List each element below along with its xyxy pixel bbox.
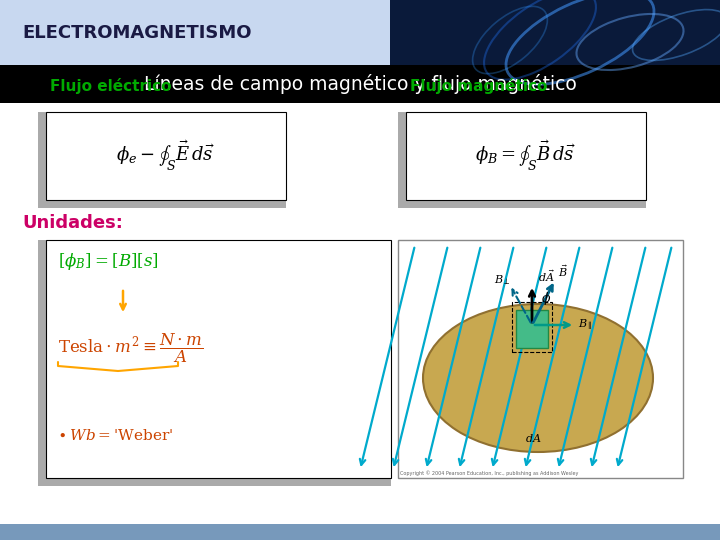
Bar — [406, 112, 646, 200]
Text: Flujo magnético: Flujo magnético — [410, 78, 547, 94]
Text: $\phi$: $\phi$ — [541, 290, 552, 307]
Bar — [512, 302, 552, 352]
Text: Copyright © 2004 Pearson Education, Inc., publishing as Addison Wesley: Copyright © 2004 Pearson Education, Inc.… — [400, 470, 578, 476]
Text: $[\phi_B] = [B][s]$: $[\phi_B] = [B][s]$ — [58, 252, 158, 273]
Text: $B_\parallel$: $B_\parallel$ — [578, 318, 593, 332]
Bar — [46, 112, 286, 200]
Text: Flujo eléctrico: Flujo eléctrico — [50, 78, 171, 94]
Bar — [0, 103, 720, 540]
Text: $B_\perp$: $B_\perp$ — [494, 273, 510, 287]
Bar — [38, 112, 46, 200]
Ellipse shape — [423, 304, 653, 452]
Text: $\bullet\; Wb=\text{'Weber'}$: $\bullet\; Wb=\text{'Weber'}$ — [58, 429, 173, 443]
Bar — [398, 112, 406, 200]
Text: $d\vec{A}$: $d\vec{A}$ — [538, 268, 555, 284]
Bar — [38, 200, 286, 208]
Text: Líneas de campo magnético y flujo magnético: Líneas de campo magnético y flujo magnét… — [143, 74, 577, 94]
Text: $dA$: $dA$ — [525, 432, 541, 444]
FancyBboxPatch shape — [516, 310, 548, 348]
Bar — [0, 524, 720, 540]
Text: $\phi_B = \oint_S \vec{B}\, d\vec{s}$: $\phi_B = \oint_S \vec{B}\, d\vec{s}$ — [475, 139, 577, 173]
Text: ELECTROMAGNETISMO: ELECTROMAGNETISMO — [22, 24, 251, 42]
Bar — [46, 240, 391, 478]
Bar — [38, 240, 46, 478]
Text: $\phi_e - \oint_S \vec{E}\, d\vec{s}$: $\phi_e - \oint_S \vec{E}\, d\vec{s}$ — [117, 139, 215, 173]
Bar — [0, 65, 720, 103]
Text: $\mathrm{Tesla} \cdot m^2 \equiv \dfrac{N \cdot m}{A}$: $\mathrm{Tesla} \cdot m^2 \equiv \dfrac{… — [58, 332, 204, 364]
Bar — [38, 478, 391, 486]
Bar — [390, 0, 720, 65]
Bar — [398, 240, 683, 478]
Bar — [0, 0, 390, 65]
Text: $\vec{B}$: $\vec{B}$ — [558, 263, 568, 279]
Text: Unidades:: Unidades: — [22, 214, 123, 232]
Bar — [398, 200, 646, 208]
